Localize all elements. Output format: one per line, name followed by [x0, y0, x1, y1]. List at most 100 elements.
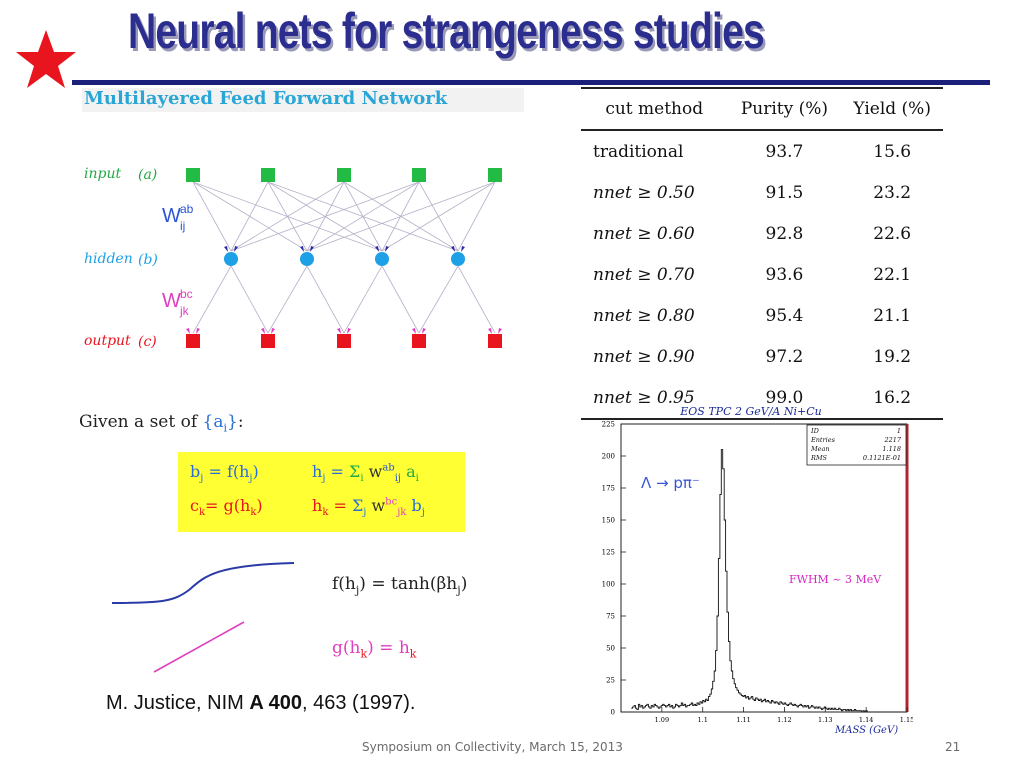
- purity-cell: 93.7: [765, 141, 804, 162]
- stats-value: 0.1121E-01: [863, 454, 901, 462]
- column-header: cut method: [581, 87, 728, 131]
- reference-citation: M. Justice, NIM A 400, 463 (1997).: [106, 692, 416, 714]
- cut-method-cell: nnet ≥ 0.95: [581, 377, 728, 420]
- y-tick-label: 50: [606, 645, 615, 653]
- f-definition: f(hj) = tanh(βhj): [332, 574, 468, 597]
- input-node: [412, 168, 426, 182]
- yield-cell: 22.1: [873, 264, 912, 285]
- histogram-title: EOS TPC 2 GeV/A Ni+Cu: [679, 405, 821, 418]
- y-tick-label: 175: [602, 485, 615, 493]
- equation-hj: hj = Σi wabij ai: [312, 462, 419, 485]
- stats-value: 1.118: [882, 445, 901, 453]
- yield-cell: 22.6: [873, 223, 912, 244]
- tanh-curve: [111, 562, 295, 604]
- stats-value: 2217: [883, 436, 901, 444]
- column-header: Yield (%): [841, 87, 943, 131]
- stats-value: 1: [897, 427, 901, 435]
- purity-cell: 91.5: [765, 182, 804, 203]
- x-tick-label: 1.14: [859, 716, 873, 724]
- output-layer-tag: (c): [138, 334, 157, 350]
- footer-text: Symposium on Collectivity, March 15, 201…: [362, 740, 623, 754]
- x-tick-label: 1.12: [777, 716, 791, 724]
- output-node: [488, 334, 502, 348]
- x-tick-label: 1.15: [900, 716, 913, 724]
- x-tick-label: 1.09: [655, 716, 669, 724]
- arrowhead: [261, 328, 275, 334]
- y-tick-label: 100: [602, 581, 615, 589]
- arrowhead: [224, 246, 238, 252]
- cut-method-cell: nnet ≥ 0.60: [593, 223, 695, 244]
- output-layer-label: output: [84, 333, 131, 349]
- arrowhead: [488, 328, 502, 334]
- plot-frame: [620, 423, 908, 713]
- y-tick-label: 225: [602, 421, 615, 429]
- arrowhead: [412, 328, 426, 334]
- y-tick-label: 25: [606, 677, 615, 685]
- arrowhead: [186, 328, 200, 334]
- linear-curve: [153, 621, 245, 673]
- hidden-layer-tag: (b): [138, 252, 158, 268]
- given-set-text: Given a set of {ai}:: [79, 412, 244, 435]
- equation-hk: hk = Σj wbcjk bj: [312, 496, 425, 519]
- g-definition: g(hk) = hk: [332, 638, 417, 661]
- x-tick-label: 1.13: [818, 716, 832, 724]
- hidden-node: [451, 252, 465, 266]
- input-node: [186, 168, 200, 182]
- arrowhead: [337, 328, 351, 334]
- page-number: 21: [945, 740, 961, 754]
- input-node: [261, 168, 275, 182]
- x-tick-label: 1.11: [736, 716, 750, 724]
- histogram-line: [631, 449, 906, 713]
- table-row: nnet ≥ 0.90 97.2 19.2: [581, 336, 943, 377]
- stats-label: Entries: [810, 436, 836, 444]
- decay-annotation: Λ → pπ⁻: [641, 474, 700, 492]
- network-nodes: [186, 168, 502, 348]
- yield-cell: 19.2: [873, 346, 912, 367]
- hidden-node: [224, 252, 238, 266]
- table-header-row: cut method Purity (%) Yield (%): [581, 87, 943, 131]
- y-tick-label: 0: [611, 709, 615, 717]
- cut-method-cell: nnet ≥ 0.50: [593, 182, 695, 203]
- purity-cell: 92.8: [765, 223, 804, 244]
- x-axis-label: MASS (GeV): [834, 725, 898, 736]
- mass-histogram: EOS TPC 2 GeV/A Ni+Cu 0 25 50 75 100 125 150 17…: [602, 405, 913, 736]
- output-node: [337, 334, 351, 348]
- stats-box: ID 1 Entries 2217 Mean 1.118 RMS 0.1121E…: [806, 424, 907, 466]
- input-layer-label: input: [84, 166, 122, 182]
- arrowhead: [451, 246, 465, 252]
- table-row: nnet ≥ 0.70 93.6 22.1: [581, 254, 943, 295]
- yield-cell: 16.2: [841, 377, 943, 420]
- table-row: nnet ≥ 0.50 91.5 23.2: [581, 172, 943, 213]
- stats-label: ID: [810, 427, 820, 435]
- cut-method-cell: traditional: [593, 141, 684, 162]
- stats-label: RMS: [810, 454, 828, 462]
- network-connections: [192, 181, 496, 334]
- input-node: [337, 168, 351, 182]
- equation-b: bj = f(hj): [190, 462, 259, 485]
- output-node: [412, 334, 426, 348]
- activation-curves: [111, 562, 295, 673]
- arrowhead: [375, 246, 389, 252]
- cut-method-cell: nnet ≥ 0.70: [593, 264, 695, 285]
- hidden-node: [300, 252, 314, 266]
- y-tick-label: 150: [602, 517, 615, 525]
- y-tick-label: 75: [606, 613, 615, 621]
- equations-box: bj = f(hj) hj = Σi wabij ai ck= g(hk) hk…: [178, 452, 465, 532]
- table-row: traditional 93.7 15.6: [581, 130, 943, 172]
- hidden-node: [375, 252, 389, 266]
- table-row: nnet ≥ 0.95 99.0 16.2: [581, 377, 943, 420]
- yield-cell: 23.2: [873, 182, 912, 203]
- x-tick-label: 1.1: [698, 716, 708, 724]
- table-row: nnet ≥ 0.60 92.8 22.6: [581, 213, 943, 254]
- output-node: [261, 334, 275, 348]
- network-heading: Multilayered Feed Forward Network: [82, 88, 524, 112]
- y-tick-label: 200: [602, 453, 615, 461]
- cut-method-cell: nnet ≥ 0.80: [593, 305, 695, 326]
- purity-cell: 97.2: [765, 346, 804, 367]
- yield-cell: 15.6: [873, 141, 912, 162]
- star-icon: [16, 30, 76, 88]
- output-node: [186, 334, 200, 348]
- yield-cell: 21.1: [873, 305, 912, 326]
